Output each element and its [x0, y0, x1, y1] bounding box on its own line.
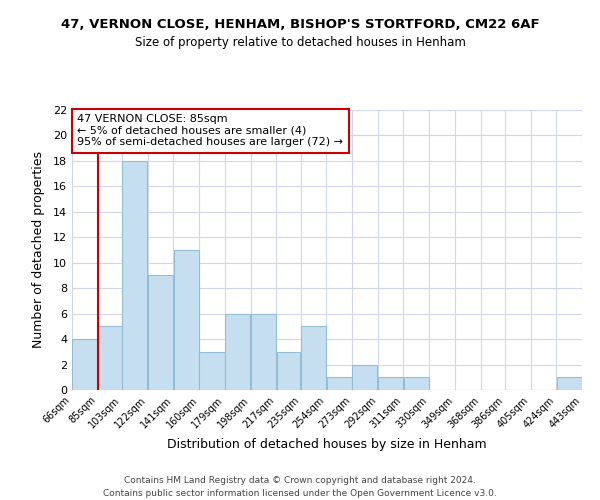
Bar [148, 276, 173, 390]
Bar [378, 378, 403, 390]
Text: 47, VERNON CLOSE, HENHAM, BISHOP'S STORTFORD, CM22 6AF: 47, VERNON CLOSE, HENHAM, BISHOP'S STORT… [61, 18, 539, 30]
Bar [251, 314, 276, 390]
Y-axis label: Number of detached properties: Number of detached properties [32, 152, 44, 348]
Bar [277, 352, 301, 390]
Bar [557, 378, 582, 390]
Text: 47 VERNON CLOSE: 85sqm
← 5% of detached houses are smaller (4)
95% of semi-detac: 47 VERNON CLOSE: 85sqm ← 5% of detached … [77, 114, 343, 148]
Bar [174, 250, 199, 390]
Bar [199, 352, 224, 390]
Bar [326, 378, 352, 390]
Bar [301, 326, 326, 390]
Bar [72, 339, 97, 390]
Bar [98, 326, 122, 390]
X-axis label: Distribution of detached houses by size in Henham: Distribution of detached houses by size … [167, 438, 487, 451]
Bar [225, 314, 250, 390]
Bar [404, 378, 429, 390]
Text: Size of property relative to detached houses in Henham: Size of property relative to detached ho… [134, 36, 466, 49]
Bar [122, 161, 148, 390]
Bar [352, 364, 377, 390]
Text: Contains public sector information licensed under the Open Government Licence v3: Contains public sector information licen… [103, 489, 497, 498]
Text: Contains HM Land Registry data © Crown copyright and database right 2024.: Contains HM Land Registry data © Crown c… [124, 476, 476, 485]
